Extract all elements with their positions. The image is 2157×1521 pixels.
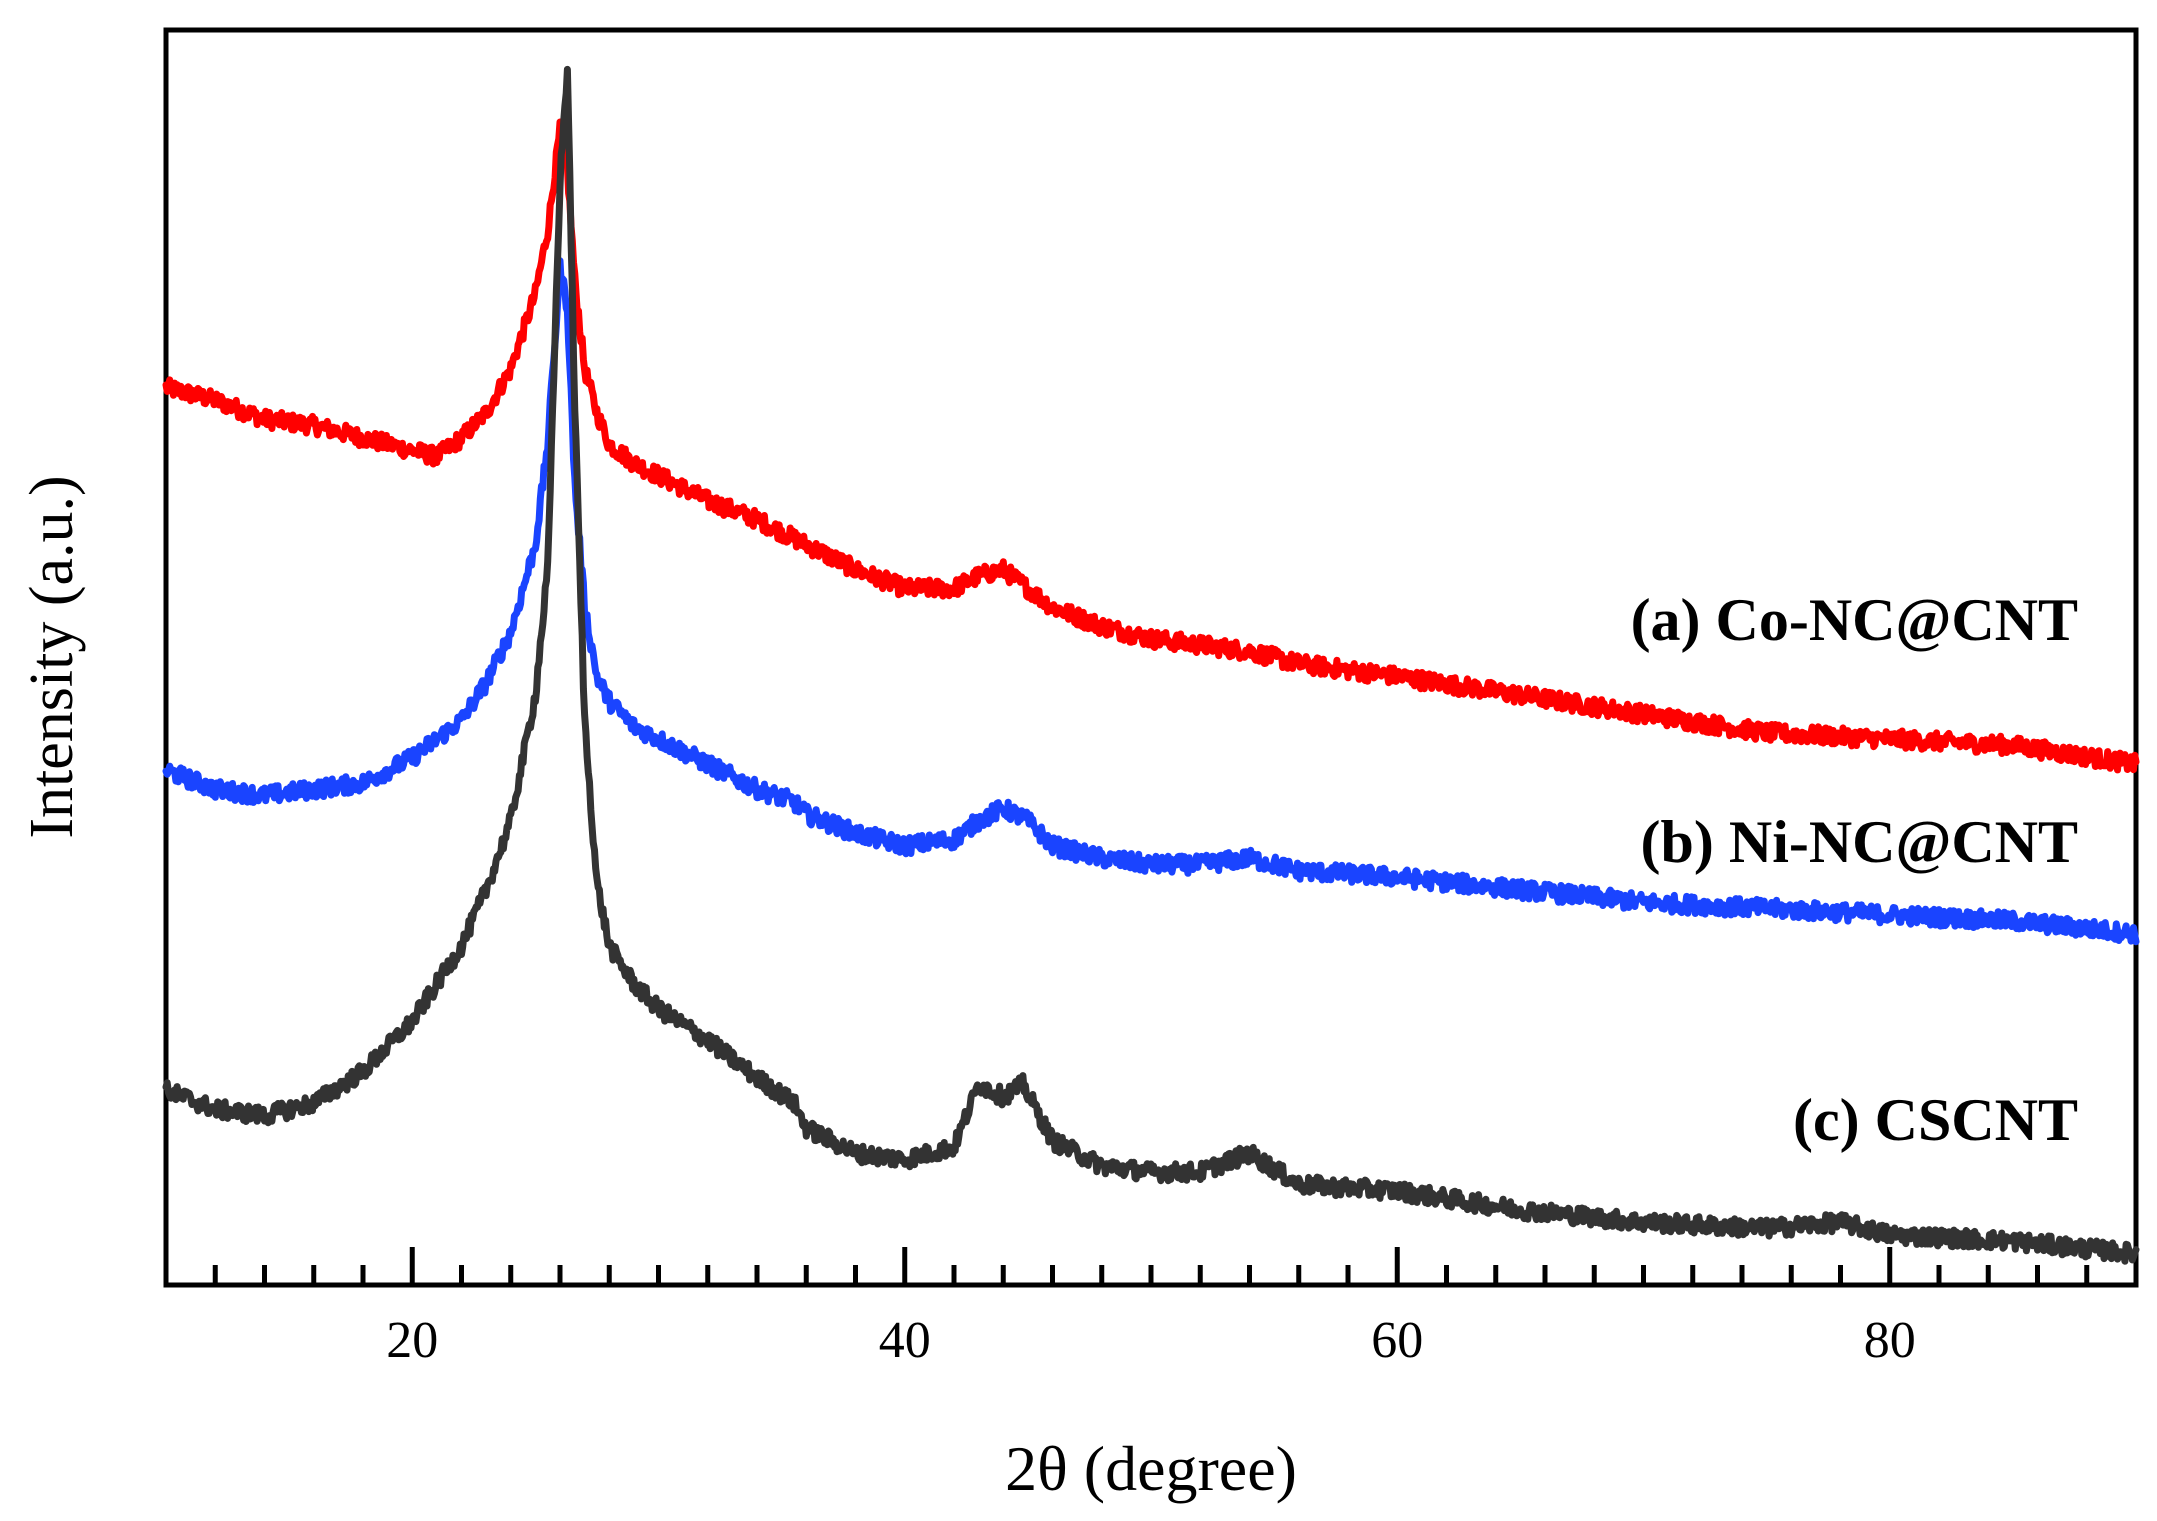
x-tick-label: 20 bbox=[386, 1312, 438, 1369]
legend-label: (c) CSCNT bbox=[1793, 1087, 2078, 1153]
legend-label: (a) Co-NC@CNT bbox=[1631, 587, 2078, 653]
series-line-c-cscnt bbox=[162, 65, 2140, 1265]
y-axis-title: Intensity (a.u.) bbox=[18, 475, 86, 838]
plot-area bbox=[162, 27, 2140, 1288]
x-tick-labels: 20 40 60 80 bbox=[386, 1312, 1916, 1369]
x-tick-label: 80 bbox=[1864, 1312, 1916, 1369]
x-tick-label: 40 bbox=[879, 1312, 931, 1369]
series-line-a-co-nc-cnt bbox=[162, 118, 2140, 774]
legend-label: (b) Ni-NC@CNT bbox=[1641, 809, 2078, 875]
series-layer bbox=[162, 65, 2140, 1265]
x-axis-title: 2θ (degree) bbox=[1005, 1433, 1297, 1504]
series-line-b-ni-nc-cnt bbox=[162, 257, 2140, 946]
legend: (a) Co-NC@CNT (b) Ni-NC@CNT (c) CSCNT bbox=[1631, 587, 2078, 1153]
x-ticks bbox=[163, 1247, 2139, 1285]
x-tick-label: 60 bbox=[1371, 1312, 1423, 1369]
